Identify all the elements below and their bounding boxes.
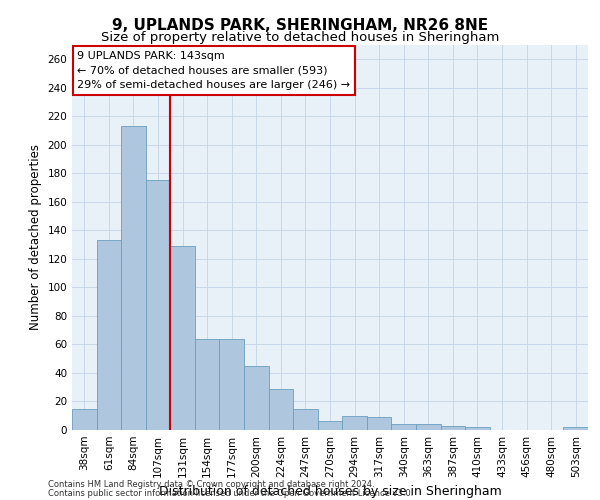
Bar: [220, 338, 244, 430]
Bar: [563, 427, 588, 430]
Bar: [170, 246, 195, 430]
Bar: [121, 126, 146, 430]
Text: Size of property relative to detached houses in Sheringham: Size of property relative to detached ho…: [101, 31, 499, 44]
Bar: [293, 408, 318, 430]
Text: Contains public sector information licensed under the Open Government Licence v3: Contains public sector information licen…: [48, 489, 413, 498]
Text: 9 UPLANDS PARK: 143sqm
← 70% of detached houses are smaller (593)
29% of semi-de: 9 UPLANDS PARK: 143sqm ← 70% of detached…: [77, 51, 350, 90]
Bar: [318, 422, 342, 430]
Text: 9, UPLANDS PARK, SHERINGHAM, NR26 8NE: 9, UPLANDS PARK, SHERINGHAM, NR26 8NE: [112, 18, 488, 32]
Y-axis label: Number of detached properties: Number of detached properties: [29, 144, 42, 330]
Text: Contains HM Land Registry data © Crown copyright and database right 2024.: Contains HM Land Registry data © Crown c…: [48, 480, 374, 489]
Bar: [391, 424, 416, 430]
Bar: [367, 417, 391, 430]
Bar: [416, 424, 440, 430]
Bar: [146, 180, 170, 430]
Bar: [269, 388, 293, 430]
Bar: [244, 366, 269, 430]
Bar: [342, 416, 367, 430]
Bar: [465, 427, 490, 430]
Bar: [440, 426, 465, 430]
X-axis label: Distribution of detached houses by size in Sheringham: Distribution of detached houses by size …: [158, 486, 502, 498]
Bar: [97, 240, 121, 430]
Bar: [195, 338, 220, 430]
Bar: [72, 408, 97, 430]
